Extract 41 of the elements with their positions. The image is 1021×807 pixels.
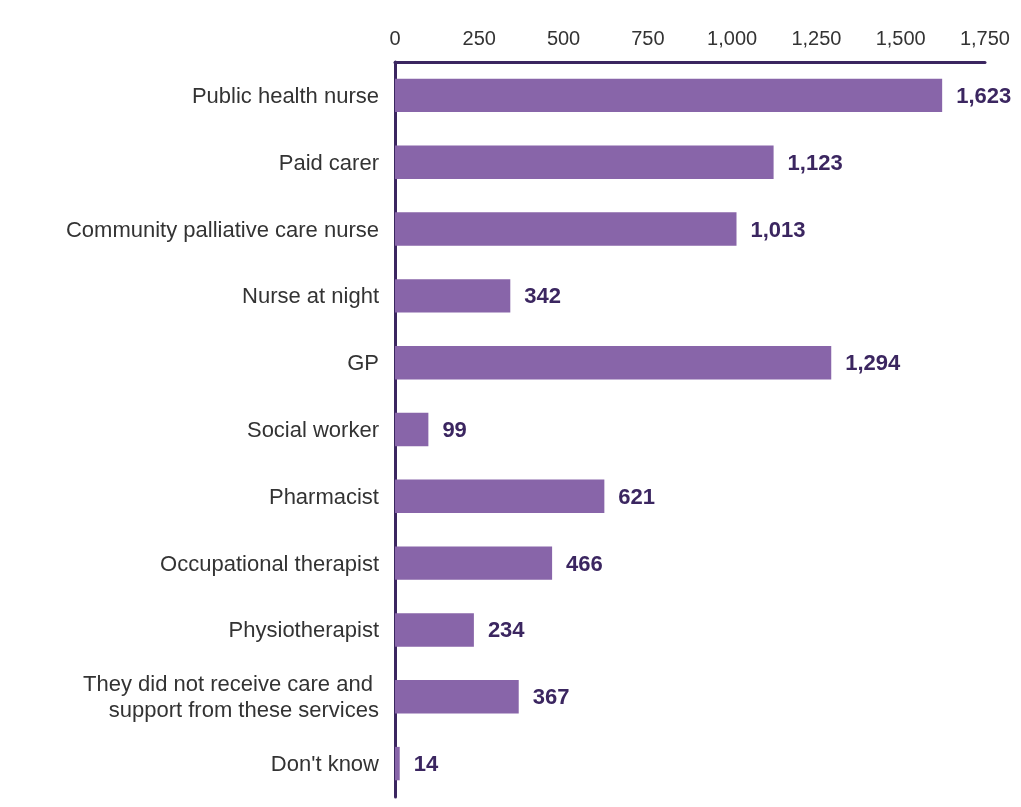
x-tick-label: 750	[631, 27, 665, 49]
data-label: 1,013	[750, 216, 806, 242]
bar	[395, 145, 774, 179]
y-tick-label: Public health nurse	[191, 82, 379, 108]
data-label: 14	[413, 751, 439, 777]
data-label: 342	[524, 283, 562, 309]
bar	[395, 212, 737, 246]
bar	[395, 279, 511, 313]
bar	[395, 613, 474, 647]
data-label: 1,623	[956, 82, 1012, 108]
data-label: 367	[532, 684, 570, 710]
data-label: 466	[566, 550, 603, 576]
y-tick-label: They did not receive care and support from these services	[83, 671, 379, 723]
y-tick-label: Community palliative care nurse	[65, 216, 379, 242]
x-tick-label: 1,250	[791, 27, 842, 49]
data-label: 234	[487, 617, 526, 643]
x-tick-label: 500	[546, 27, 581, 49]
bar	[395, 345, 832, 380]
y-tick-label: Don't know	[270, 751, 380, 777]
y-tick-label: Occupational therapist	[160, 550, 379, 576]
bar	[395, 479, 605, 514]
x-tick-label: 250	[462, 27, 496, 49]
bar	[395, 546, 553, 580]
data-label: 621	[618, 483, 656, 509]
bar	[395, 746, 400, 781]
data-label: 1,123	[787, 149, 843, 175]
bar	[395, 680, 519, 714]
x-tick-label: 1,500	[875, 27, 926, 49]
y-tick-label: Physiotherapist	[228, 617, 379, 643]
data-label: 1,294	[845, 350, 902, 376]
data-label: 99	[442, 417, 467, 442]
x-tick-label: 1,000	[707, 27, 758, 49]
y-tick-label: GP	[347, 350, 379, 376]
bar	[395, 78, 943, 113]
y-tick-label: Social worker	[246, 417, 379, 442]
y-tick-label: Nurse at night	[242, 283, 379, 309]
y-tick-label: Pharmacist	[268, 483, 379, 509]
x-tick-label: 1,750	[959, 27, 1011, 49]
x-tick-label: 0	[389, 27, 401, 49]
bar	[395, 412, 429, 447]
y-tick-label: Paid carer	[278, 149, 379, 175]
